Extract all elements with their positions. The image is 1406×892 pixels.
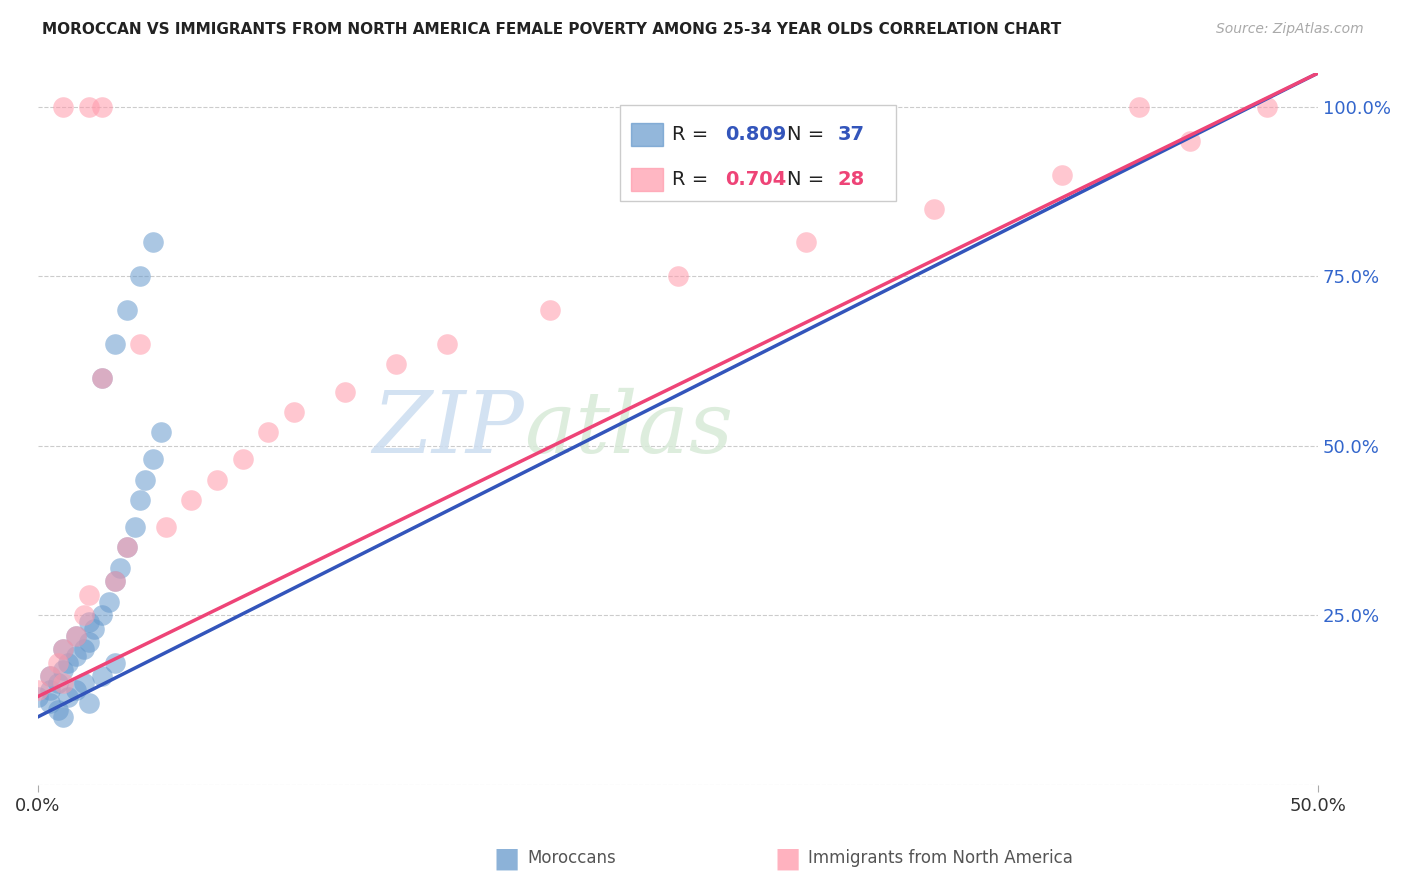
Bar — [630, 123, 662, 146]
Point — [73, 642, 96, 657]
Point — [232, 452, 254, 467]
Point — [52, 642, 75, 657]
Point — [58, 690, 80, 704]
Point — [65, 629, 87, 643]
Point — [1050, 168, 1073, 182]
Point — [77, 697, 100, 711]
Text: R =: R = — [672, 169, 714, 188]
Point — [77, 615, 100, 629]
Point — [1128, 100, 1150, 114]
Point — [283, 405, 305, 419]
Point — [77, 100, 100, 114]
Point — [52, 710, 75, 724]
Point — [149, 425, 172, 440]
Point — [333, 384, 356, 399]
Point — [77, 588, 100, 602]
Point — [77, 635, 100, 649]
Point — [65, 682, 87, 697]
Text: ■: ■ — [775, 844, 800, 872]
Text: 0.704: 0.704 — [725, 169, 786, 188]
Point — [129, 337, 152, 351]
Text: N =: N = — [787, 169, 831, 188]
Point — [52, 663, 75, 677]
Point — [90, 100, 112, 114]
Point — [134, 473, 156, 487]
Text: R =: R = — [672, 125, 714, 144]
Text: 0.809: 0.809 — [725, 125, 786, 144]
Point — [129, 493, 152, 508]
Text: 28: 28 — [838, 169, 865, 188]
Point — [27, 690, 49, 704]
Text: atlas: atlas — [524, 387, 734, 470]
Point — [39, 669, 62, 683]
Point — [52, 676, 75, 690]
Point — [39, 682, 62, 697]
Bar — [630, 168, 662, 191]
Text: ZIP: ZIP — [373, 387, 524, 470]
Text: Source: ZipAtlas.com: Source: ZipAtlas.com — [1216, 22, 1364, 37]
Point — [117, 303, 139, 318]
Point — [103, 574, 125, 589]
Text: N =: N = — [787, 125, 831, 144]
Point — [46, 676, 69, 690]
Point — [90, 608, 112, 623]
Point — [65, 648, 87, 663]
Point — [90, 371, 112, 385]
Point — [538, 303, 561, 318]
Text: Moroccans: Moroccans — [527, 849, 616, 867]
Point — [124, 520, 146, 534]
Point — [436, 337, 458, 351]
Point — [65, 629, 87, 643]
Point — [90, 371, 112, 385]
Point — [52, 642, 75, 657]
Point — [90, 669, 112, 683]
Point — [108, 561, 131, 575]
Point — [1178, 134, 1201, 148]
Point — [83, 622, 105, 636]
Point — [46, 703, 69, 717]
Text: MOROCCAN VS IMMIGRANTS FROM NORTH AMERICA FEMALE POVERTY AMONG 25-34 YEAR OLDS C: MOROCCAN VS IMMIGRANTS FROM NORTH AMERIC… — [42, 22, 1062, 37]
Point — [46, 656, 69, 670]
Point — [58, 656, 80, 670]
Point — [39, 697, 62, 711]
Point — [385, 358, 408, 372]
Point — [129, 269, 152, 284]
Point — [922, 202, 945, 216]
Text: Immigrants from North America: Immigrants from North America — [808, 849, 1073, 867]
Text: 37: 37 — [838, 125, 865, 144]
Point — [794, 235, 817, 250]
Text: ■: ■ — [494, 844, 519, 872]
Point — [142, 452, 165, 467]
Point — [73, 608, 96, 623]
Point — [117, 541, 139, 555]
Point — [666, 269, 689, 284]
Point — [103, 337, 125, 351]
Point — [103, 574, 125, 589]
Point — [1256, 100, 1278, 114]
Point — [205, 473, 228, 487]
Point — [52, 100, 75, 114]
Point — [180, 493, 202, 508]
Point — [73, 676, 96, 690]
Point — [142, 235, 165, 250]
Point — [98, 595, 121, 609]
Point — [257, 425, 280, 440]
FancyBboxPatch shape — [620, 105, 896, 201]
Point — [117, 541, 139, 555]
Point — [103, 656, 125, 670]
Point — [155, 520, 177, 534]
Point — [27, 682, 49, 697]
Point — [39, 669, 62, 683]
